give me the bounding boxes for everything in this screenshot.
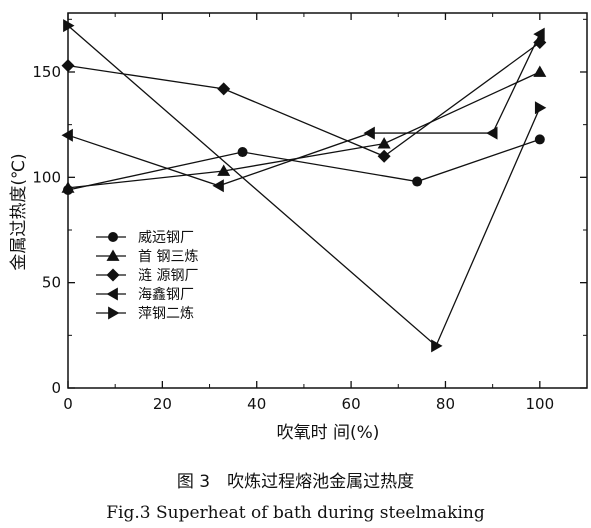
data-point — [363, 126, 375, 140]
data-point — [61, 181, 75, 193]
y-axis-label: 金属过热度(℃) — [9, 153, 29, 270]
data-point — [412, 176, 423, 187]
series-layer — [61, 19, 547, 353]
series-1 — [63, 134, 545, 195]
series-4 — [61, 27, 545, 193]
legend-item: 海鑫钢厂 — [96, 286, 194, 303]
x-tick-label: 60 — [342, 395, 361, 413]
data-point — [237, 147, 248, 158]
data-point — [534, 134, 545, 145]
legend-marker — [106, 268, 120, 282]
x-tick-label: 100 — [525, 395, 554, 413]
legend-marker — [106, 287, 118, 301]
legend-marker — [108, 306, 120, 320]
plot-frame — [67, 12, 588, 389]
y-tick-label: 100 — [32, 168, 61, 186]
data-point — [533, 27, 545, 41]
legend-marker — [108, 232, 118, 242]
data-point — [534, 101, 547, 115]
legend-item: 威远钢厂 — [96, 230, 194, 246]
legend-label: 威远钢厂 — [138, 230, 194, 246]
data-point — [217, 82, 231, 96]
data-point — [431, 339, 443, 353]
data-point — [217, 164, 231, 176]
figure-caption-english: Fig.3 Superheat of bath during steelmaki… — [106, 503, 485, 523]
series-line — [67, 138, 541, 191]
legend-label: 涟 源钢厂 — [138, 268, 198, 284]
x-tick-label: 80 — [436, 395, 455, 413]
series-2 — [61, 65, 547, 193]
legend-item: 首 钢三炼 — [96, 249, 198, 265]
x-axis-label: 吹氧时 间(%) — [277, 423, 380, 443]
y-tick-label: 50 — [42, 274, 61, 292]
legend-label: 海鑫钢厂 — [138, 286, 194, 303]
series-3 — [61, 35, 547, 163]
data-point — [61, 59, 75, 73]
legend-marker — [106, 249, 120, 261]
x-tick-label: 0 — [63, 395, 73, 413]
data-point — [486, 126, 498, 140]
series-5 — [63, 19, 547, 353]
figure-caption-chinese: 图 3 吹炼过程熔池金属过热度 — [176, 472, 415, 492]
series-line — [67, 71, 541, 189]
legend-item: 萍钢二炼 — [96, 306, 194, 322]
data-point — [533, 65, 547, 77]
data-point — [377, 137, 391, 149]
y-tick-label: 150 — [32, 63, 61, 81]
data-point — [212, 179, 224, 193]
legend-item: 涟 源钢厂 — [96, 268, 198, 284]
plot-area: 0 20 40 60 80 100 0 50 100 150 — [32, 12, 588, 413]
data-point — [61, 128, 73, 142]
x-tick-label: 40 — [247, 395, 266, 413]
data-point — [63, 19, 75, 33]
x-tick-label: 20 — [153, 395, 172, 413]
y-tick-label: 0 — [51, 379, 61, 397]
series-line — [67, 41, 541, 157]
legend-label: 萍钢二炼 — [138, 306, 194, 322]
legend-label: 首 钢三炼 — [138, 249, 198, 265]
data-point — [377, 149, 391, 163]
